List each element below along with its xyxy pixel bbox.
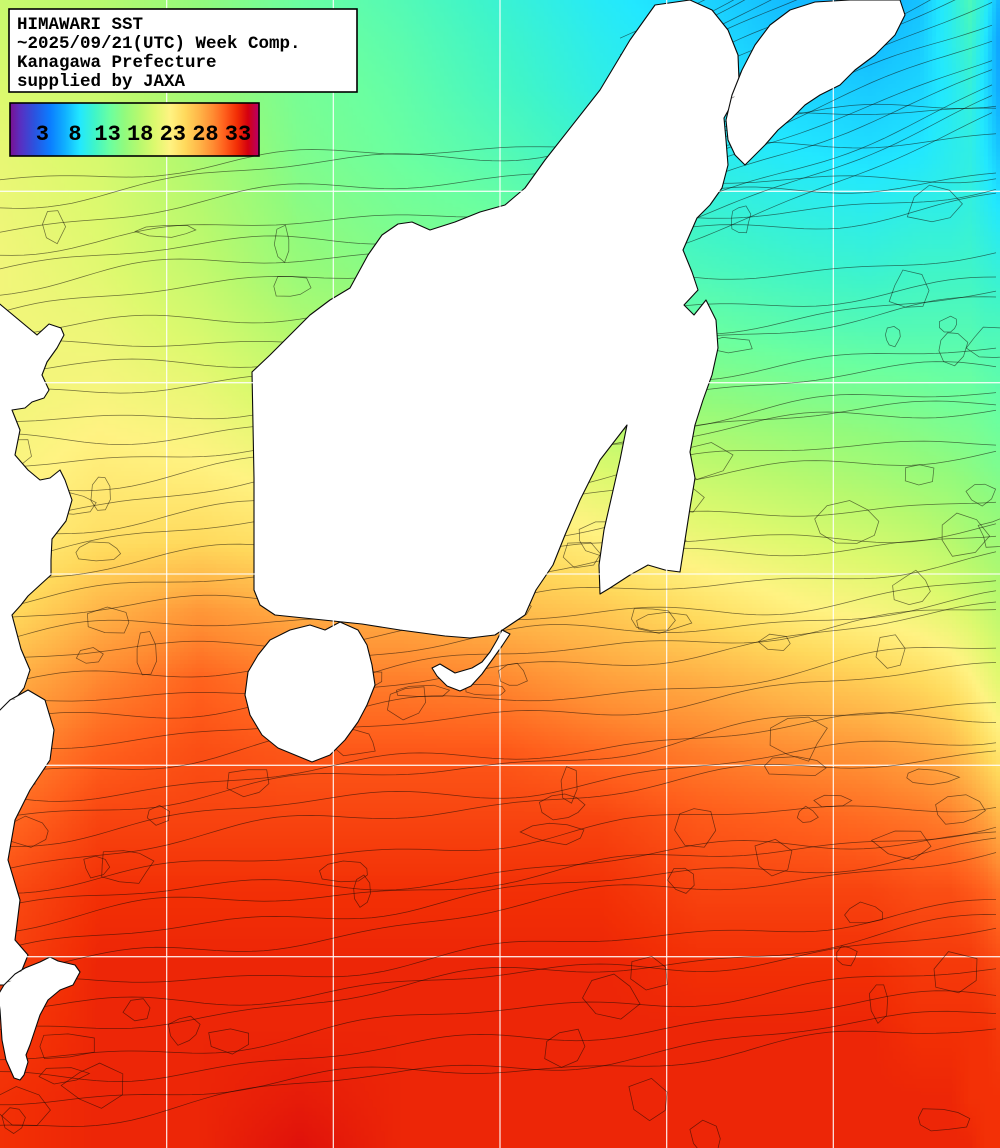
svg-text:HIMAWARI SST: HIMAWARI SST [17,15,143,35]
svg-text:13: 13 [94,122,120,147]
svg-text:~2025/09/21(UTC) Week Comp.: ~2025/09/21(UTC) Week Comp. [17,34,301,54]
svg-text:supplied by JAXA: supplied by JAXA [17,72,186,92]
svg-text:28: 28 [192,122,218,147]
svg-text:3: 3 [36,122,49,147]
svg-text:8: 8 [68,122,81,147]
svg-text:23: 23 [160,122,186,147]
svg-text:Kanagawa Prefecture: Kanagawa Prefecture [17,53,217,73]
svg-text:33: 33 [225,122,251,147]
svg-text:18: 18 [127,122,153,147]
